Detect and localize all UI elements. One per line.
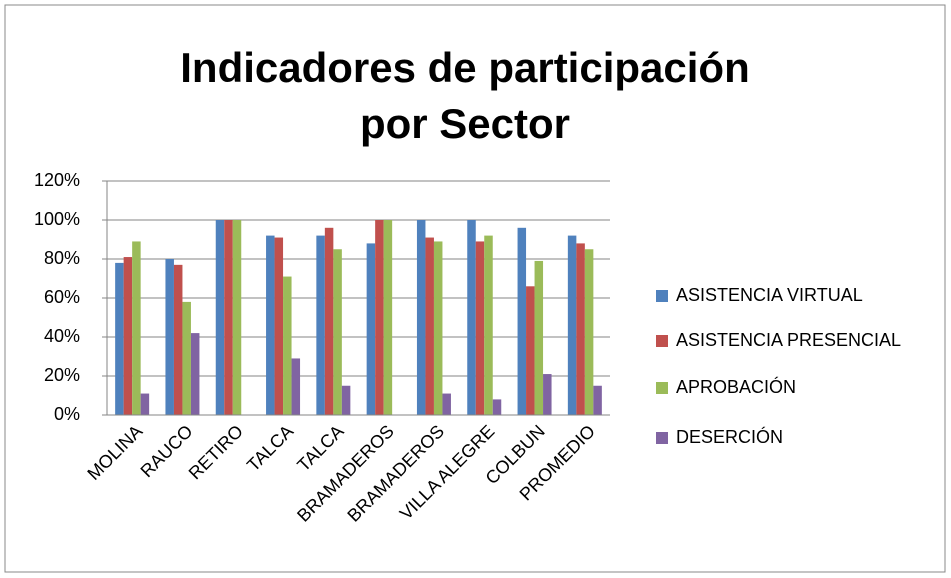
legend-swatch: [656, 290, 668, 302]
chart-title: Indicadores de participación por Sector: [180, 44, 750, 147]
y-tick-label: 100%: [34, 209, 80, 229]
bar: [324, 227, 334, 415]
bar: [215, 220, 225, 415]
y-tick-label: 20%: [44, 365, 80, 385]
legend-swatch: [656, 432, 668, 444]
bar: [484, 235, 493, 415]
bar: [467, 220, 476, 415]
bar: [165, 259, 174, 415]
bar: [416, 220, 426, 415]
bar: [366, 243, 376, 415]
bar: [593, 385, 602, 415]
bar: [425, 237, 434, 415]
y-tick-label: 0%: [54, 404, 80, 424]
bar: [224, 220, 233, 415]
bar: [274, 237, 284, 415]
bar: [190, 333, 200, 415]
y-tick-label: 60%: [44, 287, 80, 307]
bar: [442, 393, 451, 415]
bar: [173, 264, 183, 415]
bar: [576, 243, 585, 415]
y-tick-label: 40%: [44, 326, 80, 346]
bar: [383, 220, 393, 415]
legend-swatch: [656, 335, 668, 347]
bar: [115, 262, 124, 415]
bar: [182, 301, 191, 415]
bar: [375, 220, 384, 415]
bar: [492, 399, 502, 415]
bar: [316, 235, 325, 415]
bar: [534, 260, 544, 415]
bar: [584, 249, 594, 415]
legend-swatch: [656, 382, 668, 394]
bar: [140, 393, 150, 415]
bar: [517, 227, 527, 415]
bar: [283, 276, 292, 415]
bar: [132, 241, 141, 415]
bar: [232, 220, 242, 415]
bar: [567, 235, 577, 415]
bar: [291, 358, 301, 415]
legend-label: DESERCIÓN: [676, 426, 783, 447]
bar: [123, 257, 133, 415]
bar: [433, 241, 443, 415]
y-tick-label: 80%: [44, 248, 80, 268]
y-tick-label: 120%: [34, 170, 80, 190]
legend-label: ASISTENCIA VIRTUAL: [676, 285, 863, 305]
bar: [341, 385, 351, 415]
bar: [526, 286, 535, 415]
bar: [475, 241, 485, 415]
bar: [543, 374, 552, 415]
legend-label: ASISTENCIA PRESENCIAL: [676, 330, 901, 350]
legend-label: APROBACIÓN: [676, 376, 796, 397]
bar: [333, 249, 342, 415]
bar: [266, 235, 275, 415]
